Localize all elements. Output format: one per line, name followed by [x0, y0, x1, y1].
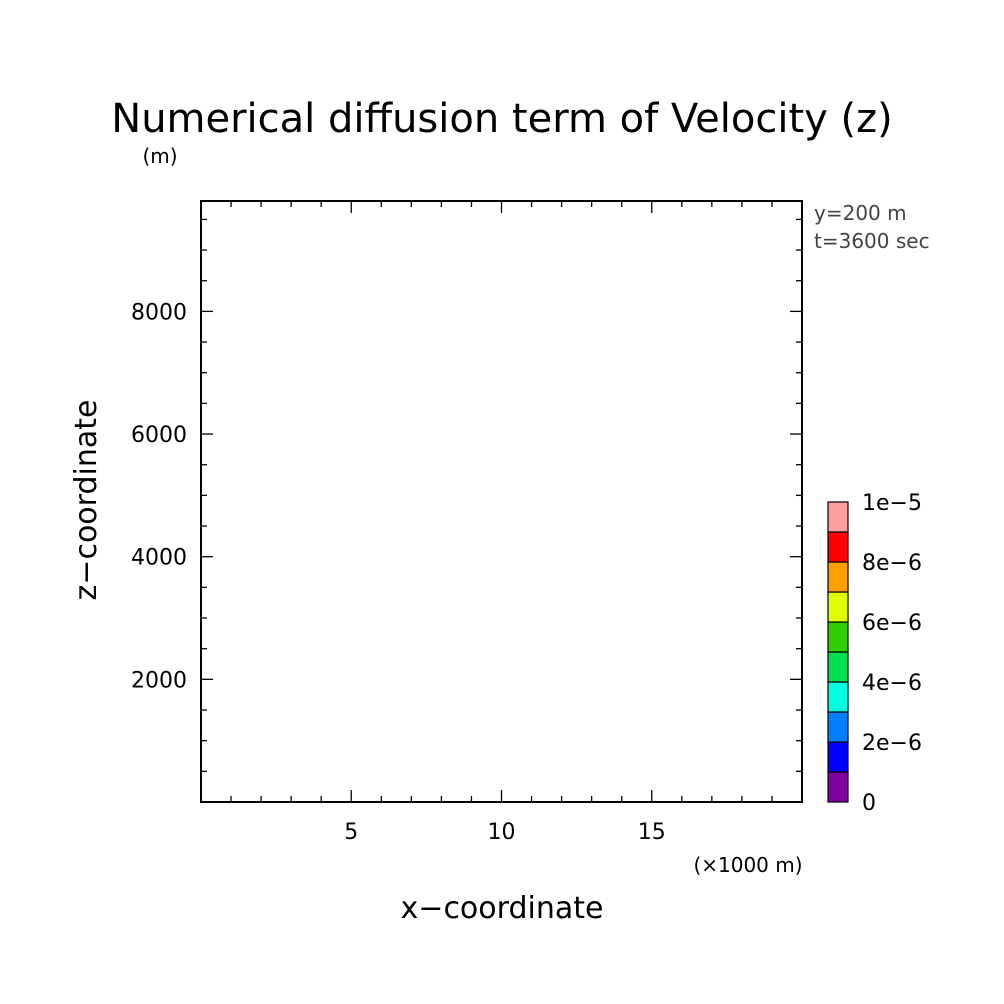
- colorbar-tick-label: 2e−6: [862, 731, 922, 756]
- colorbar-swatch: [827, 651, 849, 683]
- x-tick-label: 5: [344, 820, 358, 845]
- x-axis-ticks: 5 10 15: [230, 201, 773, 845]
- y-unit-label: (m): [142, 144, 177, 168]
- x-tick-label: 15: [638, 820, 666, 845]
- colorbar-tick-label: 0: [862, 791, 876, 816]
- x-axis-label: x−coordinate: [401, 891, 604, 926]
- y-axis-ticks: 2000 4000 6000 8000: [131, 218, 802, 772]
- annotation-y-position: y=200 m: [814, 201, 907, 225]
- colorbar-swatch: [827, 561, 849, 593]
- colorbar-tick-label: 6e−6: [862, 611, 922, 636]
- colorbar-swatch: [827, 741, 849, 773]
- colorbar-swatch: [827, 501, 849, 533]
- colorbar: 0 2e−6 4e−6 6e−6 8e−6 1e−5: [827, 491, 922, 816]
- colorbar-tick-label: 8e−6: [862, 551, 922, 576]
- y-tick-label: 4000: [131, 546, 187, 571]
- colorbar-tick-label: 4e−6: [862, 671, 922, 696]
- y-axis-label: z−coordinate: [69, 400, 104, 601]
- plot-area: 5 10 15 2000 4000 6000 8000: [131, 200, 803, 845]
- y-tick-label: 6000: [131, 423, 187, 448]
- colorbar-swatch: [827, 711, 849, 743]
- y-tick-label: 2000: [131, 668, 187, 693]
- colorbar-swatch: [827, 771, 849, 803]
- annotation-time: t=3600 sec: [814, 229, 930, 253]
- colorbar-tick-label: 1e−5: [862, 491, 922, 516]
- x-unit-label: (×1000 m): [693, 853, 802, 877]
- colorbar-swatch: [827, 621, 849, 653]
- plot-frame: [200, 200, 803, 803]
- colorbar-swatch: [827, 531, 849, 563]
- chart-title: Numerical diffusion term of Velocity (z): [111, 96, 892, 142]
- y-tick-label: 8000: [131, 300, 187, 325]
- colorbar-swatch: [827, 681, 849, 713]
- colorbar-swatch: [827, 591, 849, 623]
- x-tick-label: 10: [488, 820, 516, 845]
